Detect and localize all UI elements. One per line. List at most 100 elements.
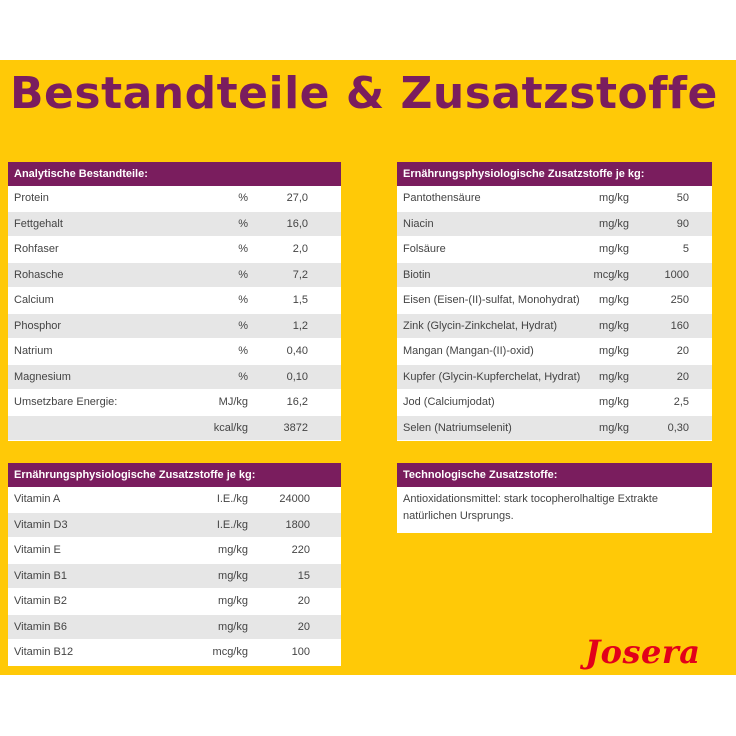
row-unit: mg/kg: [599, 217, 629, 230]
row-value: 90: [676, 217, 689, 230]
table-row: Vitamin B12 mcg/kg 100: [8, 640, 341, 666]
row-value: 0,40: [286, 345, 308, 357]
row-value: 0,30: [667, 421, 689, 434]
technical-table-header: Technologische Zusatzstoffe:: [397, 463, 712, 487]
row-value: 5: [682, 243, 689, 255]
table-row: kcal/kg 3872: [8, 415, 341, 441]
row-label: Zink (Glycin-Zinkchelat, Hydrat): [403, 319, 558, 332]
table-row: Selen (Natriumselenit) mg/kg 0,30: [397, 415, 712, 441]
row-value: 20: [297, 595, 310, 607]
table-row: Vitamin E mg/kg 220: [8, 538, 341, 564]
row-unit: %: [238, 319, 248, 332]
row-value: 1,2: [292, 319, 308, 332]
row-value: 20: [297, 620, 310, 633]
table-row: Umsetzbare Energie: MJ/kg 16,2: [8, 390, 341, 416]
row-value: 250: [670, 294, 689, 306]
row-label: Vitamin B2: [14, 595, 67, 607]
row-value: 20: [676, 370, 689, 383]
row-label: Fettgehalt: [14, 217, 63, 230]
row-unit: %: [238, 243, 248, 255]
row-unit: MJ/kg: [218, 396, 248, 408]
row-label: Selen (Natriumselenit): [403, 421, 512, 434]
row-label: Vitamin E: [14, 544, 61, 556]
row-value: 3872: [283, 421, 308, 434]
row-unit: mg/kg: [218, 620, 248, 633]
row-value: 20: [676, 345, 689, 357]
row-value: 220: [291, 544, 310, 556]
row-value: 16,0: [286, 217, 308, 230]
row-value: 1800: [285, 518, 310, 531]
vitamins-table-header: Ernährungsphysiologische Zusatzstoffe je…: [8, 463, 341, 487]
row-unit: mg/kg: [599, 243, 629, 255]
table-row: Niacin mg/kg 90: [397, 211, 712, 237]
row-unit: %: [238, 268, 248, 281]
row-unit: %: [238, 294, 248, 306]
row-label: Natrium: [14, 345, 53, 357]
row-label: Folsäure: [403, 243, 446, 255]
josera-logo: Josera: [585, 633, 701, 671]
table-row: Folsäure mg/kg 5: [397, 237, 712, 263]
row-value: 0,10: [286, 370, 308, 383]
table-row: Natrium% 0,40: [8, 339, 341, 365]
table-row: Biotin mcg/kg 1000: [397, 262, 712, 288]
row-unit: mg/kg: [599, 370, 629, 383]
table-row: Pantothensäure mg/kg 50: [397, 186, 712, 212]
table-row: Calcium% 1,5: [8, 288, 341, 314]
table-row: Magnesium% 0,10: [8, 364, 341, 390]
row-label: Pantothensäure: [403, 192, 481, 204]
table-row: Zink (Glycin-Zinkchelat, Hydrat) mg/kg 160: [397, 313, 712, 339]
table-row: Jod (Calciumjodat) mg/kg 2,5: [397, 390, 712, 416]
row-unit: mcg/kg: [593, 268, 629, 281]
row-unit: mg/kg: [599, 421, 629, 434]
row-value: 50: [676, 192, 689, 204]
row-label: Vitamin A: [14, 493, 61, 505]
row-label: Mangan (Mangan-(II)-oxid): [403, 345, 534, 357]
row-value: 100: [291, 646, 310, 658]
table-row: Rohfaser% 2,0: [8, 237, 341, 263]
row-value: 2,0: [292, 243, 308, 255]
table-row: Protein% 27,0: [8, 186, 341, 212]
row-label: Rohasche: [14, 268, 64, 281]
row-label: Eisen (Eisen-(II)-sulfat, Monohydrat): [403, 294, 580, 306]
row-value: 1,5: [292, 294, 308, 306]
row-label: Biotin: [403, 268, 431, 281]
row-value: 15: [297, 569, 310, 582]
row-unit: %: [238, 345, 248, 357]
row-label: Vitamin B1: [14, 569, 67, 582]
row-unit: mcg/kg: [212, 646, 248, 658]
row-value: 16,2: [286, 396, 308, 408]
row-value: 7,2: [292, 268, 308, 281]
row-unit: I.E./kg: [216, 493, 248, 505]
row-label: Magnesium: [14, 370, 71, 383]
row-value: 2,5: [673, 396, 689, 408]
row-unit: mg/kg: [218, 544, 248, 556]
minerals-table: Ernährungsphysiologische Zusatzstoffe je…: [397, 162, 712, 441]
row-unit: I.E./kg: [216, 518, 248, 531]
table-row: Kupfer (Glycin-Kupferchelat, Hydrat) mg/k…: [397, 364, 712, 390]
row-unit: mg/kg: [599, 345, 629, 357]
analytic-rows: Protein% 27,0 Fettgehalt% 16,0 Rohfaser% 2,0 R…: [8, 186, 341, 441]
row-unit: mg/kg: [218, 595, 248, 607]
row-unit: mg/kg: [599, 396, 629, 408]
row-label: Rohfaser: [14, 243, 59, 255]
row-value: 1000: [664, 268, 689, 281]
vitamins-rows: Vitamin A I.E./kg 24000 Vitamin D3 I.E./kg 18…: [8, 487, 341, 666]
table-row: Vitamin B2 mg/kg 20: [8, 589, 341, 615]
row-unit: mg/kg: [599, 319, 629, 332]
table-row: Eisen (Eisen-(II)-sulfat, Monohydrat) mg/…: [397, 288, 712, 314]
table-row: Mangan (Mangan-(II)-oxid) mg/kg 20: [397, 339, 712, 365]
table-row: Vitamin B6 mg/kg 20: [8, 614, 341, 640]
vitamins-table: Ernährungsphysiologische Zusatzstoffe je…: [8, 463, 341, 666]
table-row: Vitamin D3 I.E./kg 1800: [8, 512, 341, 538]
table-row: Fettgehalt% 16,0: [8, 211, 341, 237]
row-label: Calcium: [14, 294, 54, 306]
row-label: Vitamin B12: [14, 646, 74, 658]
analytic-table-header: Analytische Bestandteile:: [8, 162, 341, 186]
row-label: Jod (Calciumjodat): [403, 396, 495, 408]
table-row: Vitamin A I.E./kg 24000: [8, 487, 341, 513]
table-row: Rohasche% 7,2: [8, 262, 341, 288]
row-unit: mg/kg: [599, 192, 629, 204]
analytic-table: Analytische Bestandteile: Protein% 27,0 Fe…: [8, 162, 341, 441]
row-unit: mg/kg: [218, 569, 248, 582]
row-value: 160: [670, 319, 689, 332]
